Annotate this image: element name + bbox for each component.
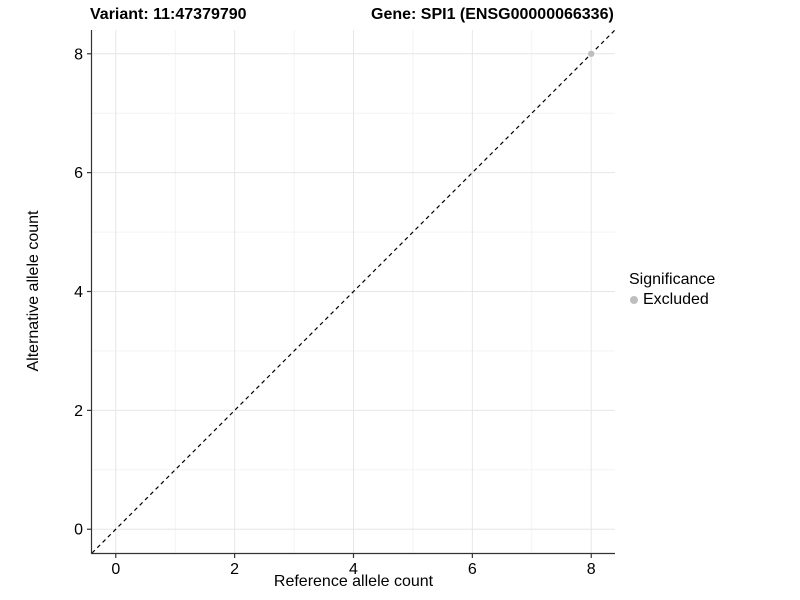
x-tick-label: 4 (349, 561, 358, 578)
excluded-point-icon (630, 296, 638, 304)
legend-item-label: Excluded (643, 291, 709, 308)
data-point (588, 50, 595, 57)
y-tick-label: 2 (74, 403, 83, 420)
y-tick-label: 0 (74, 522, 83, 539)
x-tick-label: 0 (111, 561, 120, 578)
legend-item-excluded: Excluded (629, 291, 715, 309)
y-tick-label: 4 (74, 284, 83, 301)
legend: Significance Excluded (629, 271, 715, 309)
gene-title: Gene: SPI1 (ENSG00000066336) (371, 6, 614, 23)
x-tick-label: 6 (468, 561, 477, 578)
y-tick-label: 6 (74, 165, 83, 182)
variant-title: Variant: 11:47379790 (90, 6, 247, 23)
x-tick-label: 8 (587, 561, 596, 578)
identity-line (91, 29, 616, 554)
x-axis-title: Reference allele count (273, 573, 434, 590)
x-tick-label: 2 (230, 561, 239, 578)
y-axis-title-text: Alternative allele count (25, 210, 42, 372)
legend-key (625, 291, 643, 309)
y-tick-label: 8 (74, 46, 83, 63)
legend-title: Significance (629, 271, 716, 288)
